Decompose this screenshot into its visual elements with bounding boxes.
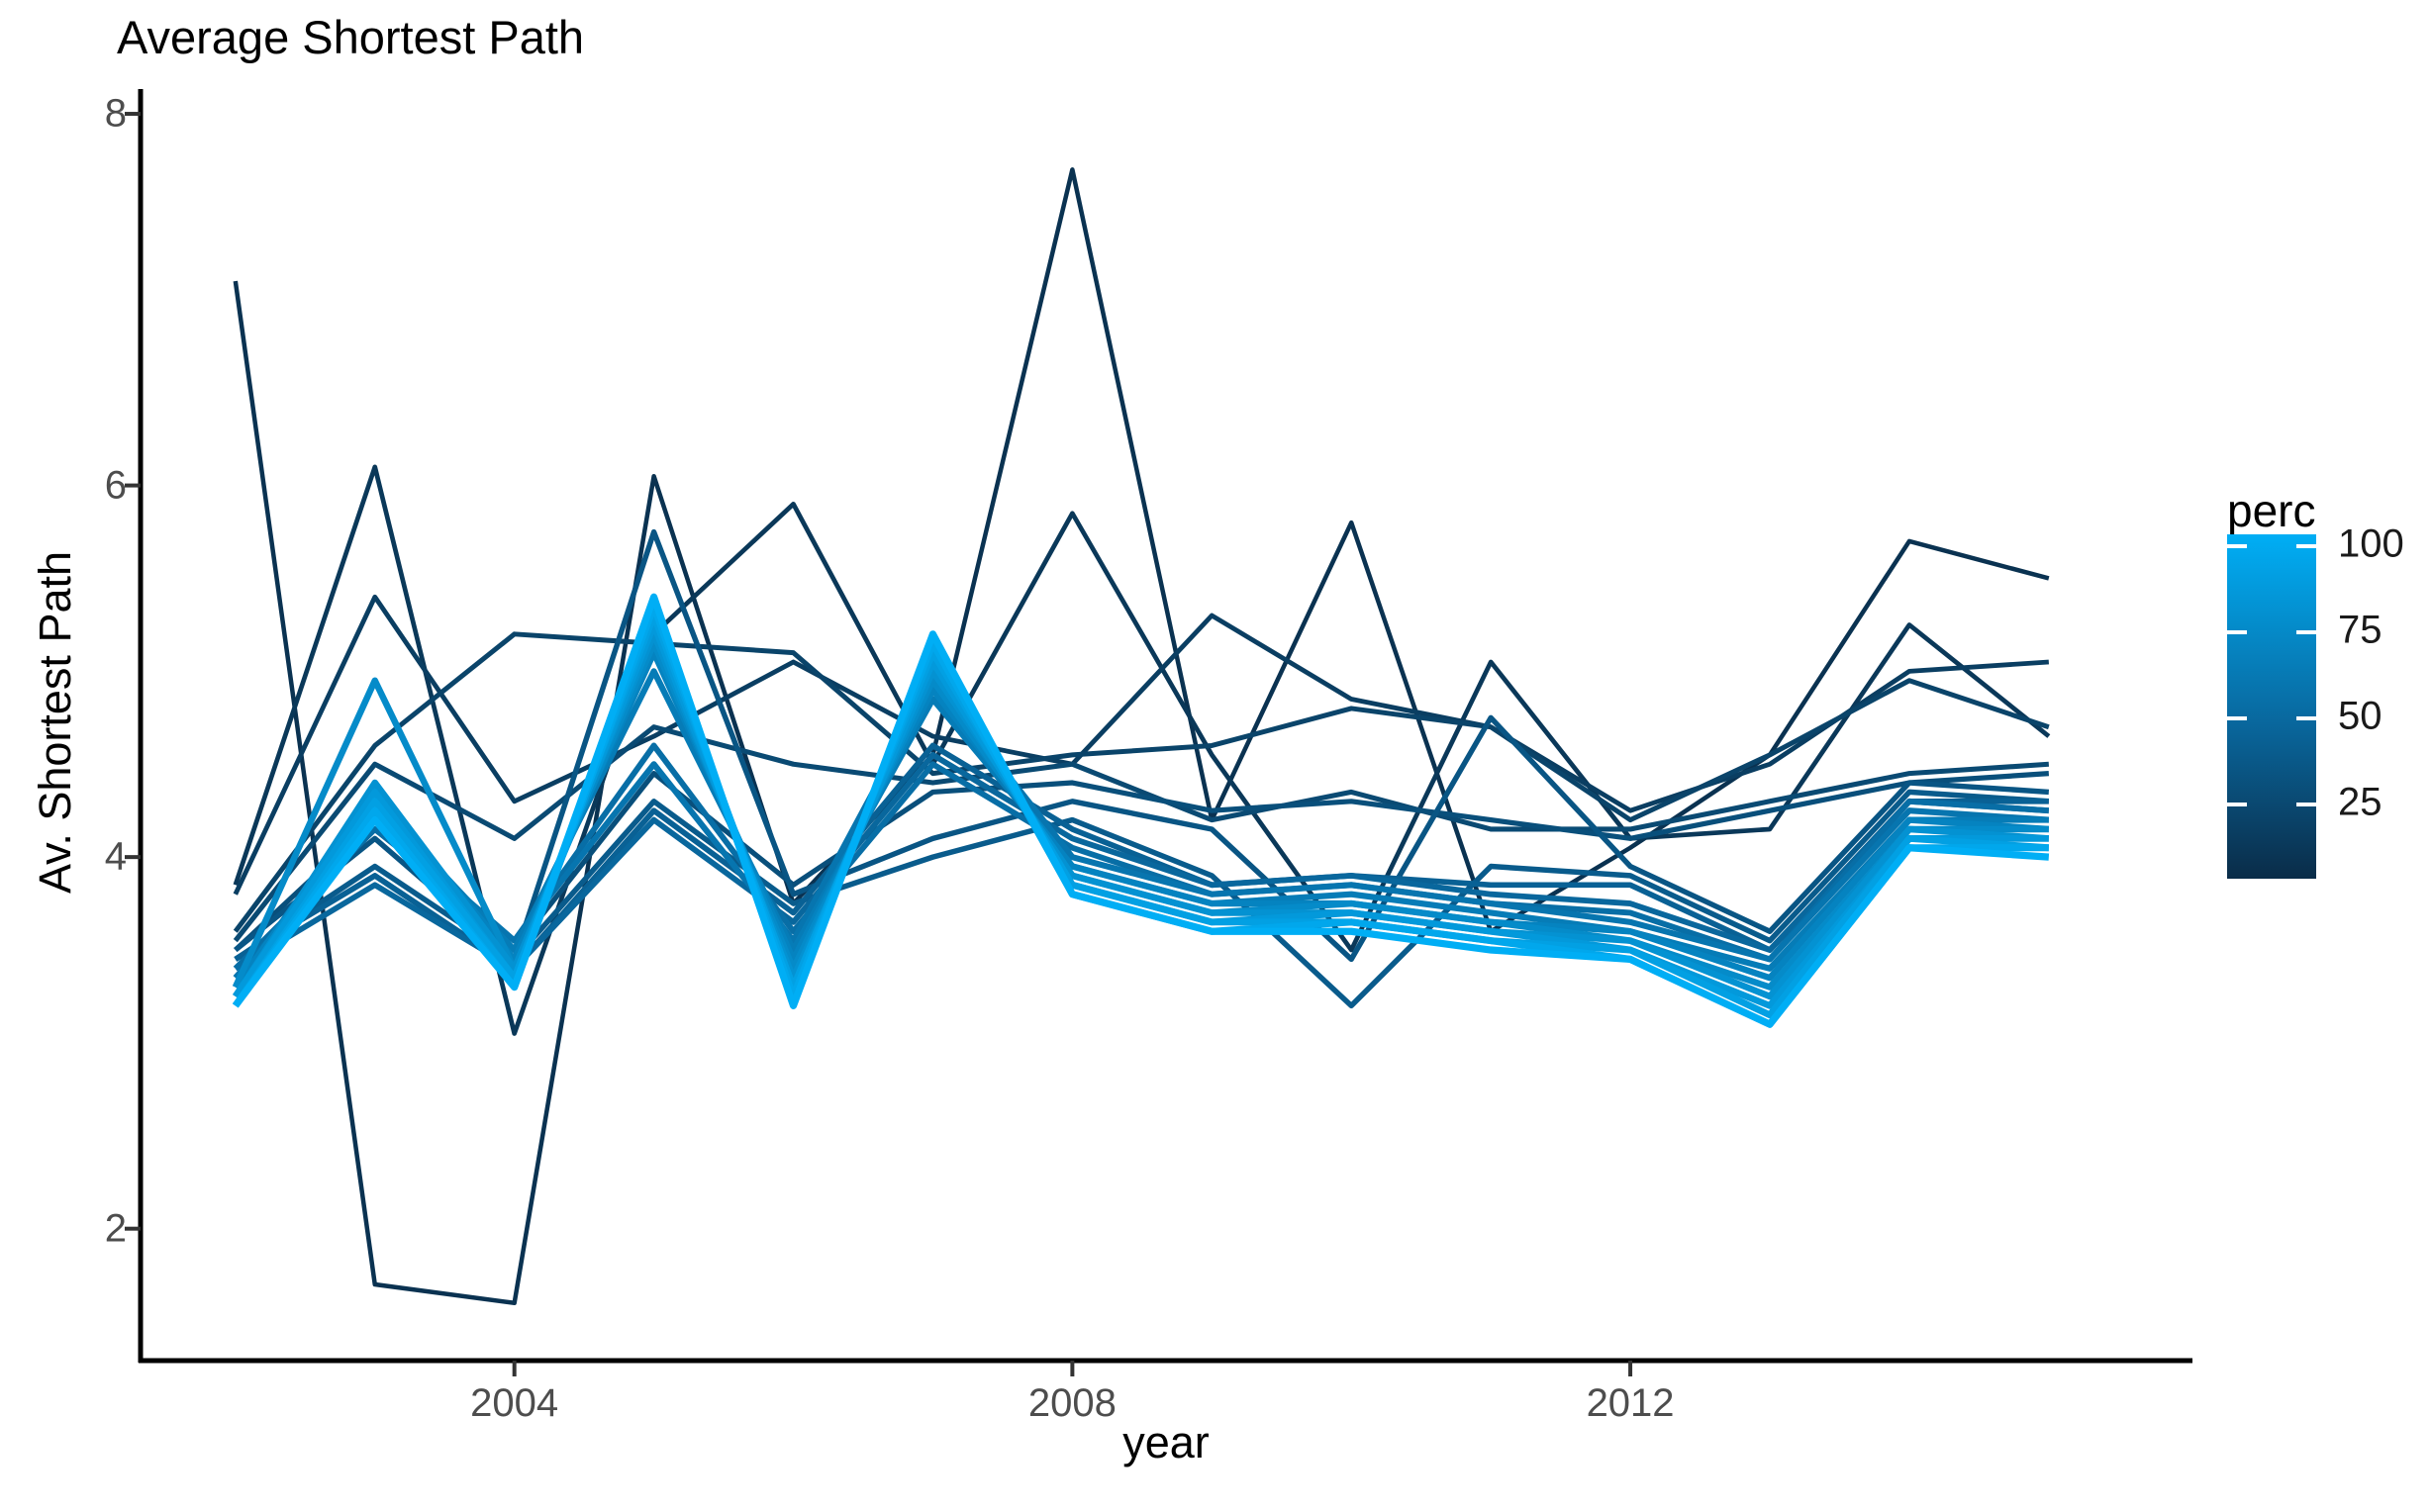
x-axis-title: year [1122,1417,1210,1467]
legend-tick-mark [2296,544,2316,549]
legend-tick-label: 25 [2338,780,2382,824]
legend-tick-label: 100 [2338,521,2404,566]
legend-title: perc [2227,485,2316,536]
series-line-10 [233,464,2051,1036]
x-tick-label: 2008 [1027,1381,1117,1425]
series-line-20 [233,631,2050,933]
legend-tick-mark [2296,803,2316,807]
series-line-100 [232,593,2050,1028]
legend-tick-mark [2296,716,2316,721]
legend-tick-mark [2227,716,2247,721]
legend-tick-label: 75 [2338,608,2382,652]
y-tick-label: 6 [104,463,127,508]
legend-tick-mark [2227,544,2247,549]
x-tick-label: 2012 [1586,1381,1675,1425]
legend-colorbar [2227,534,2316,879]
series-line-5 [233,167,2050,1306]
y-tick-label: 8 [104,91,127,136]
legend-tick-mark [2227,803,2247,807]
legend-tick-mark [2227,630,2247,635]
chart-title: Average Shortest Path [117,11,585,63]
series-line-50 [234,751,2050,972]
legend-tick-label: 50 [2338,694,2382,738]
series-line-25 [233,724,2050,943]
legend: perc 100 75 50 25 [2225,0,2431,1512]
y-tick-label: 4 [104,834,127,879]
series-line-35 [234,528,2050,963]
x-tick-label: 2004 [470,1381,559,1425]
legend-tick-mark [2296,630,2316,635]
y-tick-label: 2 [104,1206,127,1251]
series-line-15 [233,594,2050,896]
